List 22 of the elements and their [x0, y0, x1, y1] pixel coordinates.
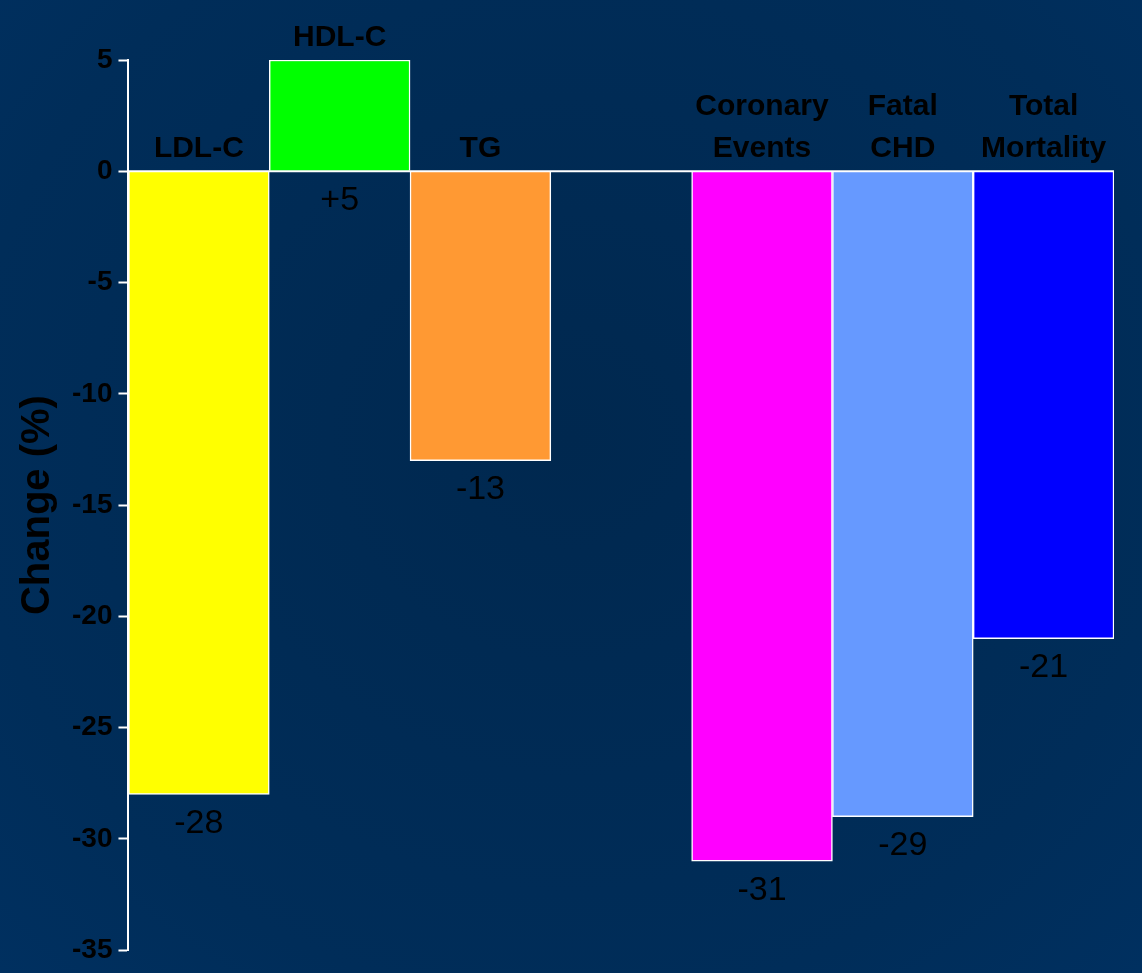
x-tick-label: TG: [459, 130, 502, 164]
x-tick-label: HDL-C: [293, 19, 387, 52]
x-tick-label: Fatal CHD: [867, 88, 938, 164]
y-tick-label: -5: [87, 265, 113, 297]
y-tick-label: -15: [72, 487, 113, 519]
data-label: -28: [174, 801, 224, 840]
y-tick-label: -20: [72, 599, 113, 631]
y-tick-label: -30: [72, 821, 113, 853]
x-tick-label: Coronary Events: [695, 88, 830, 164]
y-axis-title: Change (%): [13, 395, 58, 616]
y-tick-label: -10: [72, 376, 113, 408]
y-tick-label: -25: [72, 710, 113, 742]
x-tick-label: LDL-C: [153, 130, 244, 164]
data-label: -13: [455, 467, 506, 506]
y-tick-label: 0: [96, 153, 113, 185]
y-tick-label: -35: [72, 932, 113, 964]
data-label: -29: [878, 824, 928, 863]
y-tick-label: 5: [96, 42, 113, 74]
data-label: +5: [320, 178, 360, 217]
x-tick-label: Total Mortality: [981, 88, 1107, 164]
data-label: -31: [737, 868, 787, 907]
data-label: -21: [1019, 646, 1069, 685]
